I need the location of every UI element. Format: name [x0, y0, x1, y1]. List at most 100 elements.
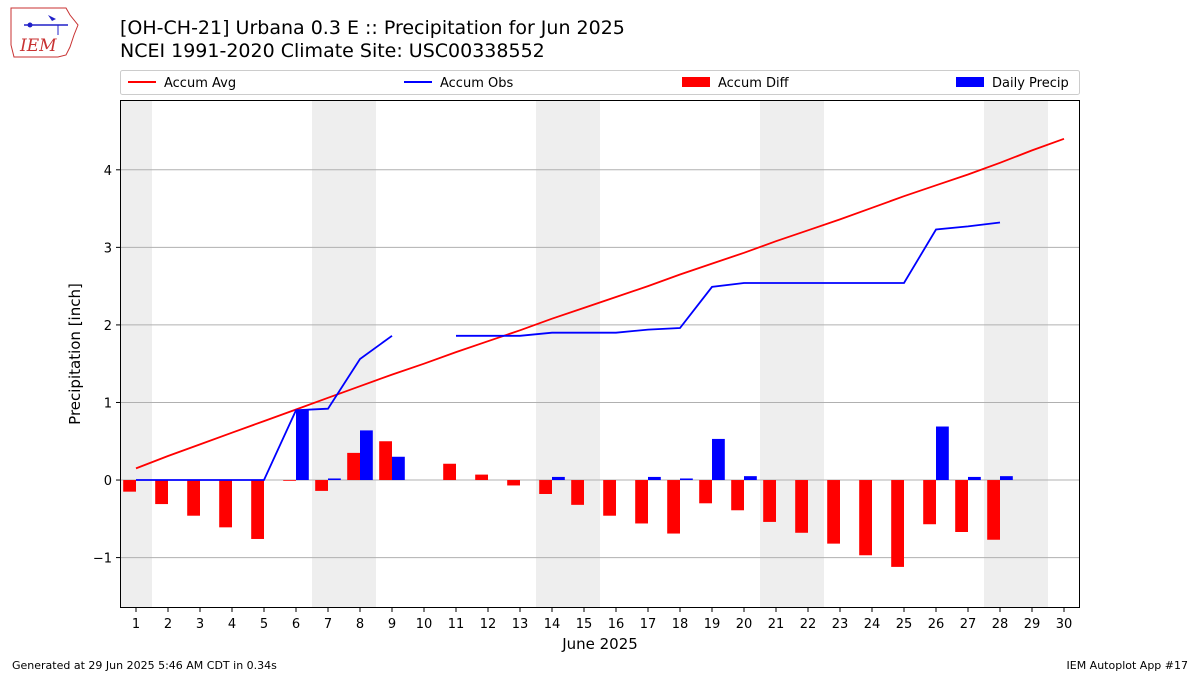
series-lines — [135, 137, 1065, 481]
accum-diff-bar — [315, 480, 328, 491]
weekend-shade — [312, 100, 344, 608]
accum-diff-bar — [923, 480, 936, 525]
grid-lines — [120, 169, 1080, 559]
bars — [123, 410, 1013, 567]
daily-precip-bar — [712, 438, 725, 481]
legend-label: Accum Diff — [718, 76, 790, 91]
x-tick-label: 12 — [480, 617, 497, 632]
y-tick-label: 3 — [104, 241, 112, 256]
y-axis-ticks: −1 0 1 2 3 4 — [93, 164, 120, 567]
daily-precip-bar — [360, 430, 373, 481]
legend-swatch — [956, 77, 984, 87]
legend-frame — [120, 70, 1080, 95]
accum-avg-line — [135, 137, 1065, 470]
iowa-outline-icon — [10, 7, 79, 58]
accum-diff-bar — [571, 480, 584, 505]
y-tick-label: 4 — [104, 164, 112, 179]
x-tick-label: 11 — [448, 617, 465, 632]
x-tick-label: 28 — [992, 617, 1009, 632]
daily-precip-bar — [968, 476, 981, 481]
accum-diff-bar — [539, 480, 552, 494]
x-tick-label: 29 — [1024, 617, 1041, 632]
x-axis-label: June 2025 — [561, 635, 638, 653]
x-tick-label: 1 — [132, 617, 140, 632]
weekend-shade — [344, 100, 376, 608]
x-tick-label: 26 — [928, 617, 945, 632]
accum-diff-bar — [667, 480, 680, 534]
x-tick-label: 22 — [800, 617, 817, 632]
accum-diff-bar — [603, 480, 616, 516]
accum-diff-bar — [347, 452, 360, 481]
app-credit: IEM Autoplot App #17 — [1066, 659, 1189, 672]
accum-diff-bar — [251, 480, 264, 539]
x-axis-ticks: 1 2 3 4 5 6 7 8 9 10 11 12 13 14 15 16 17 18 19 20 21 22 23 24 2… — [132, 608, 1072, 632]
logo-text: IEM — [19, 36, 57, 56]
chart-title-line-1: [OH-CH-21] Urbana 0.3 E :: Precipitation… — [120, 17, 625, 39]
accum-diff-bar — [699, 480, 712, 504]
x-tick-label: 15 — [576, 617, 593, 632]
daily-precip-bar — [648, 476, 661, 481]
accum-diff-bar — [379, 441, 392, 481]
x-tick-label: 8 — [356, 617, 364, 632]
x-tick-label: 23 — [832, 617, 849, 632]
generated-timestamp: Generated at 29 Jun 2025 5:46 AM CDT in … — [12, 659, 277, 672]
x-tick-label: 13 — [512, 617, 529, 632]
x-tick-label: 20 — [736, 617, 753, 632]
weekend-shade — [120, 100, 152, 608]
accum-diff-bar — [635, 480, 648, 524]
legend: Accum Avg Accum Obs Accum Diff Daily Precip — [120, 70, 1080, 95]
accum-diff-bar — [859, 480, 872, 556]
accum-diff-bar — [955, 480, 968, 532]
y-tick-label: −1 — [93, 552, 112, 567]
accum-diff-bar — [123, 480, 136, 492]
x-tick-label: 4 — [228, 617, 236, 632]
chart-title-line-2: NCEI 1991-2020 Climate Site: USC00338552 — [120, 40, 545, 62]
daily-precip-bar — [328, 478, 341, 481]
x-tick-label: 6 — [292, 617, 300, 632]
x-tick-label: 14 — [544, 617, 561, 632]
y-tick-label: 0 — [104, 474, 112, 489]
daily-precip-bar — [296, 410, 309, 481]
weekend-shade — [536, 100, 568, 608]
x-tick-label: 3 — [196, 617, 204, 632]
x-tick-label: 16 — [608, 617, 625, 632]
accum-diff-bar — [827, 480, 840, 544]
accum-diff-bar — [763, 480, 776, 522]
legend-label: Accum Obs — [440, 76, 513, 91]
x-tick-label: 30 — [1056, 617, 1073, 632]
x-tick-label: 19 — [704, 617, 721, 632]
x-tick-label: 21 — [768, 617, 785, 632]
x-tick-label: 10 — [416, 617, 433, 632]
accum-diff-bar — [987, 480, 1000, 540]
accum-diff-bar — [731, 480, 744, 511]
daily-precip-bar — [744, 476, 757, 481]
accum-diff-bar — [475, 474, 488, 481]
daily-precip-bar — [392, 456, 405, 481]
accum-diff-bar — [219, 480, 232, 528]
x-tick-label: 9 — [388, 617, 396, 632]
weekend-shade — [760, 100, 792, 608]
x-tick-label: 24 — [864, 617, 881, 632]
weekend-shade — [568, 100, 600, 608]
daily-precip-bar — [1000, 476, 1013, 481]
accum-obs-line — [456, 221, 1001, 337]
x-tick-label: 27 — [960, 617, 977, 632]
y-axis-label: Precipitation [inch] — [66, 283, 84, 425]
x-tick-label: 7 — [324, 617, 332, 632]
weekend-shade — [1016, 100, 1048, 608]
y-tick-label: 1 — [104, 396, 112, 411]
x-tick-label: 18 — [672, 617, 689, 632]
accum-diff-bar — [507, 480, 520, 486]
x-tick-label: 25 — [896, 617, 913, 632]
daily-precip-bar — [680, 478, 693, 481]
accum-diff-bar — [891, 480, 904, 567]
accum-diff-bar — [155, 480, 168, 505]
y-tick-label: 2 — [104, 319, 112, 334]
x-tick-label: 2 — [164, 617, 172, 632]
accum-diff-bar — [795, 480, 808, 533]
legend-label: Daily Precip — [992, 76, 1069, 91]
accum-diff-bar — [187, 480, 200, 516]
accum-obs-line — [136, 335, 393, 481]
accum-diff-bar — [443, 463, 456, 481]
